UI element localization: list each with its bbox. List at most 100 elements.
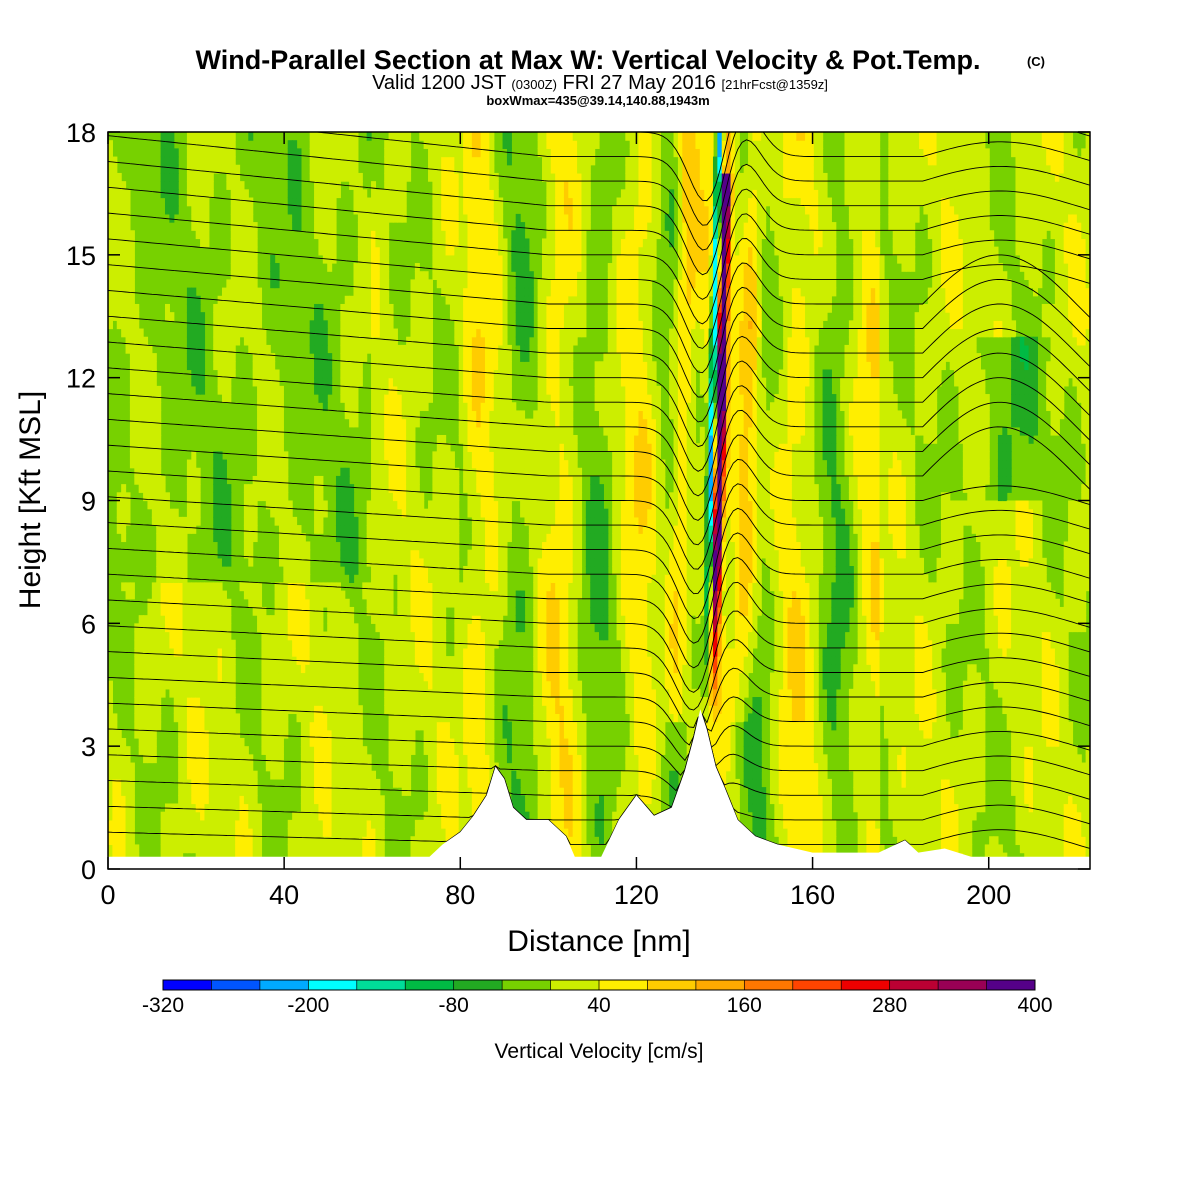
w-cell <box>414 598 420 608</box>
w-cell <box>489 484 495 493</box>
w-cell <box>204 721 210 731</box>
w-cell <box>261 623 267 633</box>
w-cell <box>261 729 267 739</box>
w-cell <box>357 336 363 346</box>
w-cell <box>371 254 377 264</box>
w-cell <box>471 508 477 518</box>
w-cell <box>112 230 118 240</box>
w-cell <box>375 566 381 575</box>
w-cell <box>221 688 227 698</box>
w-cell <box>463 205 469 215</box>
w-cell <box>331 787 337 796</box>
w-cell <box>454 303 460 313</box>
w-cell <box>476 213 482 223</box>
w-cell <box>147 369 153 379</box>
w-cell <box>485 713 491 723</box>
w-cell <box>239 254 245 264</box>
w-cell <box>134 394 140 403</box>
w-cell <box>449 238 455 248</box>
w-cell <box>467 246 473 256</box>
w-cell <box>432 844 438 854</box>
w-cell <box>414 639 420 649</box>
w-cell <box>252 582 258 592</box>
w-cell <box>318 697 324 706</box>
w-cell <box>191 516 197 526</box>
w-cell <box>423 295 429 305</box>
w-cell <box>125 836 131 846</box>
w-cell <box>489 533 495 543</box>
w-cell <box>467 254 473 264</box>
w-cell <box>217 320 223 330</box>
w-cell <box>230 164 236 174</box>
w-cell <box>414 516 420 526</box>
w-cell <box>200 811 206 821</box>
w-cell <box>292 574 298 583</box>
w-cell <box>406 697 412 706</box>
w-cell <box>226 705 232 715</box>
w-cell <box>112 238 118 248</box>
w-cell <box>406 172 412 182</box>
w-cell <box>349 394 355 403</box>
w-cell <box>476 664 482 674</box>
w-cell <box>335 172 341 182</box>
w-cell <box>419 639 425 649</box>
w-cell <box>471 238 477 248</box>
w-cell <box>169 623 175 633</box>
w-cell <box>335 639 341 649</box>
w-cell <box>248 336 254 346</box>
w-cell <box>436 754 442 764</box>
w-cell <box>252 803 258 813</box>
w-cell <box>366 819 372 829</box>
w-cell <box>454 148 460 158</box>
w-cell <box>318 353 324 362</box>
w-cell <box>357 713 363 723</box>
w-cell <box>353 525 359 534</box>
w-cell <box>428 705 434 715</box>
w-cell <box>327 737 333 747</box>
w-cell <box>182 639 188 649</box>
w-cell <box>493 410 499 420</box>
w-cell <box>410 336 416 346</box>
w-cell <box>147 598 153 608</box>
w-cell <box>344 132 350 141</box>
w-cell <box>406 402 412 412</box>
w-cell <box>410 525 416 534</box>
w-cell <box>226 680 232 690</box>
w-cell <box>305 582 311 592</box>
w-cell <box>257 418 263 428</box>
w-cell <box>454 516 460 526</box>
w-cell <box>375 320 381 330</box>
w-cell <box>357 328 363 338</box>
w-cell <box>344 787 350 796</box>
w-cell <box>397 713 403 723</box>
w-cell <box>116 263 122 272</box>
w-cell <box>283 705 289 715</box>
w-cell <box>357 721 363 731</box>
w-cell <box>445 541 451 551</box>
w-cell <box>371 533 377 543</box>
w-cell <box>191 721 197 731</box>
w-cell <box>129 770 135 780</box>
w-cell <box>143 656 149 665</box>
w-cell <box>121 279 127 289</box>
w-cell <box>239 295 245 305</box>
w-cell <box>436 639 442 649</box>
w-cell <box>191 656 197 665</box>
w-cell <box>221 729 227 739</box>
w-cell <box>388 721 394 731</box>
w-cell <box>173 533 179 543</box>
w-cell <box>318 590 324 600</box>
w-cell <box>230 787 236 796</box>
w-cell <box>445 721 451 731</box>
w-cell <box>489 508 495 518</box>
w-cell <box>125 508 131 518</box>
w-cell <box>371 844 377 854</box>
w-cell <box>261 385 267 395</box>
w-cell <box>467 631 473 641</box>
w-cell <box>335 787 341 796</box>
w-cell <box>414 377 420 387</box>
w-cell <box>449 549 455 559</box>
w-cell <box>195 680 201 690</box>
w-cell <box>349 672 355 682</box>
w-cell <box>322 770 328 780</box>
